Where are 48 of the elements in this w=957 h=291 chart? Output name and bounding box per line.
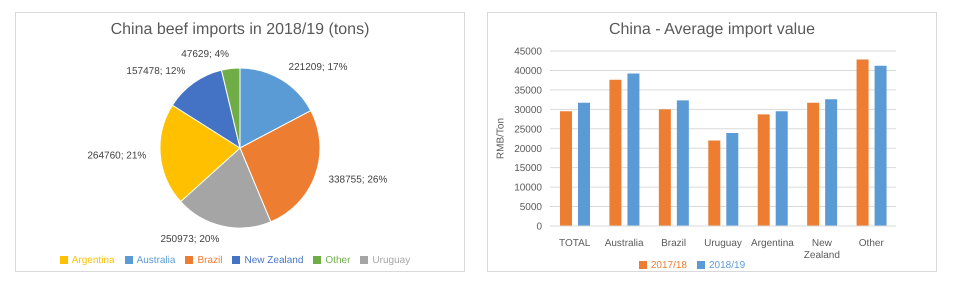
x-tick-label: Argentina [751, 238, 794, 249]
y-axis-title: RMB/Ton [496, 118, 507, 160]
y-tick-label: 35000 [514, 85, 542, 96]
y-tick-label: 0 [536, 222, 542, 233]
y-tick-label: 25000 [514, 124, 542, 136]
bar [776, 111, 788, 226]
legend-label: Argentina [72, 255, 115, 266]
x-tick-label: New Zealand [804, 238, 840, 261]
y-tick-label: 45000 [514, 46, 542, 58]
bar [758, 114, 770, 226]
bar [708, 140, 720, 226]
data-label: 338755; 26% [328, 174, 388, 186]
data-label: 250973; 20% [160, 234, 220, 246]
bar [627, 74, 640, 226]
bar [807, 102, 820, 226]
legend-label: Uruguay [372, 255, 410, 266]
y-tick-label: 40000 [514, 66, 542, 77]
bar [578, 102, 590, 226]
bar [676, 100, 689, 226]
legend-label: 2018/19 [709, 260, 746, 271]
x-tick-label: Brazil [661, 238, 686, 249]
y-tick-label: 30000 [514, 104, 542, 116]
legend-label: Brazil [197, 255, 222, 266]
x-tick-label: Other [858, 238, 884, 249]
bar [560, 111, 572, 226]
bar [874, 66, 887, 226]
data-label: 47629; 4% [181, 49, 230, 60]
legend-label: Australia [136, 255, 176, 266]
bar [658, 109, 671, 226]
data-label: 221209; 17% [288, 62, 348, 73]
chart-title: China beef imports in 2018/19 (tons) [110, 21, 370, 40]
data-label: 264760; 21% [87, 150, 146, 162]
legend-label: Other [325, 255, 350, 266]
bar [726, 133, 738, 226]
x-tick-label: Australia [604, 238, 644, 249]
y-tick-label: 20000 [514, 144, 542, 155]
chart-title: China - Average import value [608, 21, 816, 40]
bar [825, 99, 838, 226]
data-label: 157478; 12% [126, 66, 186, 77]
bar [856, 60, 869, 226]
y-tick-label: 5000 [520, 202, 542, 214]
legend-label: New Zealand [244, 255, 304, 266]
legend-label: 2017/18 [650, 260, 687, 271]
x-tick-label: Uruguay [704, 238, 742, 249]
y-tick-label: 10000 [514, 182, 542, 194]
y-tick-label: 15000 [514, 163, 542, 174]
x-tick-label: TOTAL [559, 238, 591, 249]
bar [609, 80, 622, 226]
